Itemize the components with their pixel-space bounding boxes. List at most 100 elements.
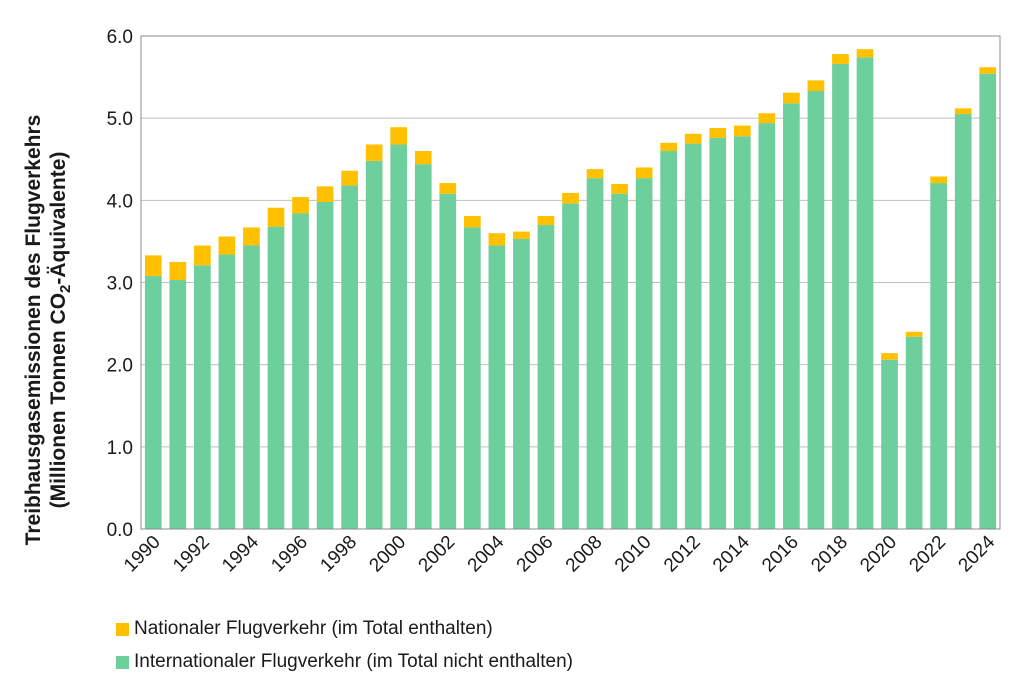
bar-national-1999 bbox=[365, 144, 383, 161]
bar-international-1999 bbox=[365, 160, 383, 530]
bar-national-2012 bbox=[684, 133, 702, 144]
bar-international-2013 bbox=[709, 137, 727, 530]
bar-national-1992 bbox=[194, 245, 211, 266]
bar-international-2014 bbox=[733, 136, 751, 529]
bar-national-2017 bbox=[807, 80, 825, 92]
bar-international-2009 bbox=[611, 193, 628, 529]
x-tick-label: 1992 bbox=[169, 532, 214, 577]
bar-international-2015 bbox=[758, 123, 776, 529]
legend-swatch-national bbox=[116, 622, 129, 636]
bar-national-2020 bbox=[881, 353, 898, 360]
x-tick-label: 1994 bbox=[218, 531, 263, 576]
bar-national-1997 bbox=[316, 186, 334, 202]
x-tick-label: 1998 bbox=[316, 532, 361, 577]
bar-national-2021 bbox=[905, 331, 923, 337]
bar-national-1990 bbox=[144, 255, 162, 276]
bar-international-1996 bbox=[292, 213, 309, 530]
bar-international-2024 bbox=[979, 73, 997, 530]
x-tick-label: 2006 bbox=[513, 532, 558, 577]
bars bbox=[144, 49, 997, 530]
bar-international-2005 bbox=[513, 238, 530, 529]
bar-national-2015 bbox=[758, 113, 776, 124]
bar-national-2004 bbox=[488, 233, 506, 246]
bar-international-2003 bbox=[463, 227, 481, 529]
bar-national-1994 bbox=[243, 227, 260, 246]
bar-national-2022 bbox=[930, 176, 947, 184]
bar-international-2019 bbox=[856, 57, 874, 529]
bar-national-1993 bbox=[218, 236, 236, 255]
x-tick-label: 2012 bbox=[660, 532, 705, 577]
y-tick-label: 4.0 bbox=[107, 191, 133, 212]
x-tick-label: 1996 bbox=[267, 532, 312, 577]
x-tick-label: 2024 bbox=[955, 531, 1000, 576]
bar-national-2024 bbox=[979, 67, 997, 74]
bar-national-2008 bbox=[586, 169, 604, 179]
bar-national-2018 bbox=[832, 54, 849, 64]
bar-international-2017 bbox=[807, 91, 825, 529]
y-tick-label: 6.0 bbox=[107, 27, 133, 48]
bar-international-1992 bbox=[194, 265, 211, 529]
bar-national-2011 bbox=[660, 142, 678, 152]
y-tick-label: 2.0 bbox=[107, 356, 133, 377]
bar-international-2006 bbox=[537, 224, 555, 529]
y-tick-label: 0.0 bbox=[107, 520, 133, 541]
bar-national-2009 bbox=[611, 183, 628, 194]
bar-international-2007 bbox=[562, 203, 579, 529]
bar-international-2018 bbox=[832, 63, 849, 529]
bar-national-2006 bbox=[537, 215, 555, 225]
bar-national-2019 bbox=[856, 49, 874, 58]
plot-frame bbox=[140, 35, 1001, 530]
bar-international-2020 bbox=[881, 359, 898, 529]
x-tick-label: 2008 bbox=[562, 532, 607, 577]
x-tick-label: 2004 bbox=[464, 531, 509, 576]
bar-national-1996 bbox=[292, 197, 309, 214]
bar-international-2021 bbox=[905, 336, 923, 529]
bar-national-2013 bbox=[709, 128, 727, 138]
bar-national-2002 bbox=[439, 183, 457, 194]
bar-national-2003 bbox=[463, 215, 481, 228]
bar-international-1993 bbox=[218, 254, 236, 529]
y-axis-label-line1: Treibhausgasemissionen des Flugverkehrs bbox=[22, 115, 45, 546]
bar-national-1998 bbox=[341, 170, 358, 186]
bar-international-1994 bbox=[243, 245, 260, 529]
bar-international-2010 bbox=[635, 178, 653, 530]
x-tick-label: 2016 bbox=[758, 532, 803, 577]
bar-international-2011 bbox=[660, 151, 678, 530]
bar-international-1995 bbox=[267, 226, 285, 530]
x-tick-label: 2002 bbox=[415, 532, 460, 577]
legend-item-international: Internationaler Flugverkehr (im Total ni… bbox=[116, 651, 573, 673]
x-tick-label: 2014 bbox=[709, 531, 754, 576]
bar-national-1991 bbox=[169, 261, 187, 281]
y-tick-label: 3.0 bbox=[107, 274, 133, 295]
bar-international-2000 bbox=[390, 144, 408, 529]
bar-national-2005 bbox=[513, 231, 530, 239]
bar-international-1997 bbox=[316, 201, 334, 529]
bar-national-2023 bbox=[954, 108, 972, 115]
legend-swatch-international bbox=[116, 655, 129, 669]
bar-international-2002 bbox=[439, 193, 457, 529]
bar-national-2001 bbox=[414, 151, 432, 165]
y-tick-label: 5.0 bbox=[107, 109, 133, 130]
x-tick-label: 2018 bbox=[807, 532, 852, 577]
bar-national-2007 bbox=[562, 192, 579, 204]
legend-label-national: Nationaler Flugverkehr (im Total enthalt… bbox=[134, 618, 493, 639]
x-tick-label: 2000 bbox=[365, 532, 410, 577]
bar-international-2008 bbox=[586, 178, 604, 530]
x-tick-label: 2020 bbox=[856, 532, 901, 577]
x-tick-label: 2022 bbox=[905, 532, 950, 577]
axes bbox=[140, 35, 1001, 530]
y-axis-label-line2: (Millionen Tonnen CO2-Äquivalente) bbox=[47, 152, 74, 509]
bar-international-1990 bbox=[144, 275, 162, 529]
x-tick-label: 2010 bbox=[611, 532, 656, 577]
bar-international-1991 bbox=[169, 280, 187, 529]
bar-national-2014 bbox=[733, 125, 751, 137]
bar-international-2023 bbox=[954, 114, 972, 529]
bar-international-2012 bbox=[684, 143, 702, 529]
bar-international-2001 bbox=[414, 164, 432, 529]
bar-national-1995 bbox=[267, 207, 285, 227]
legend-label-international: Internationaler Flugverkehr (im Total ni… bbox=[134, 651, 573, 672]
bar-international-1998 bbox=[341, 185, 358, 529]
y-tick-labels: 0.0 1.0 2.0 3.0 4.0 5.0 6.0 bbox=[107, 27, 133, 541]
bar-national-2010 bbox=[635, 167, 653, 179]
bar-national-2016 bbox=[783, 92, 800, 104]
